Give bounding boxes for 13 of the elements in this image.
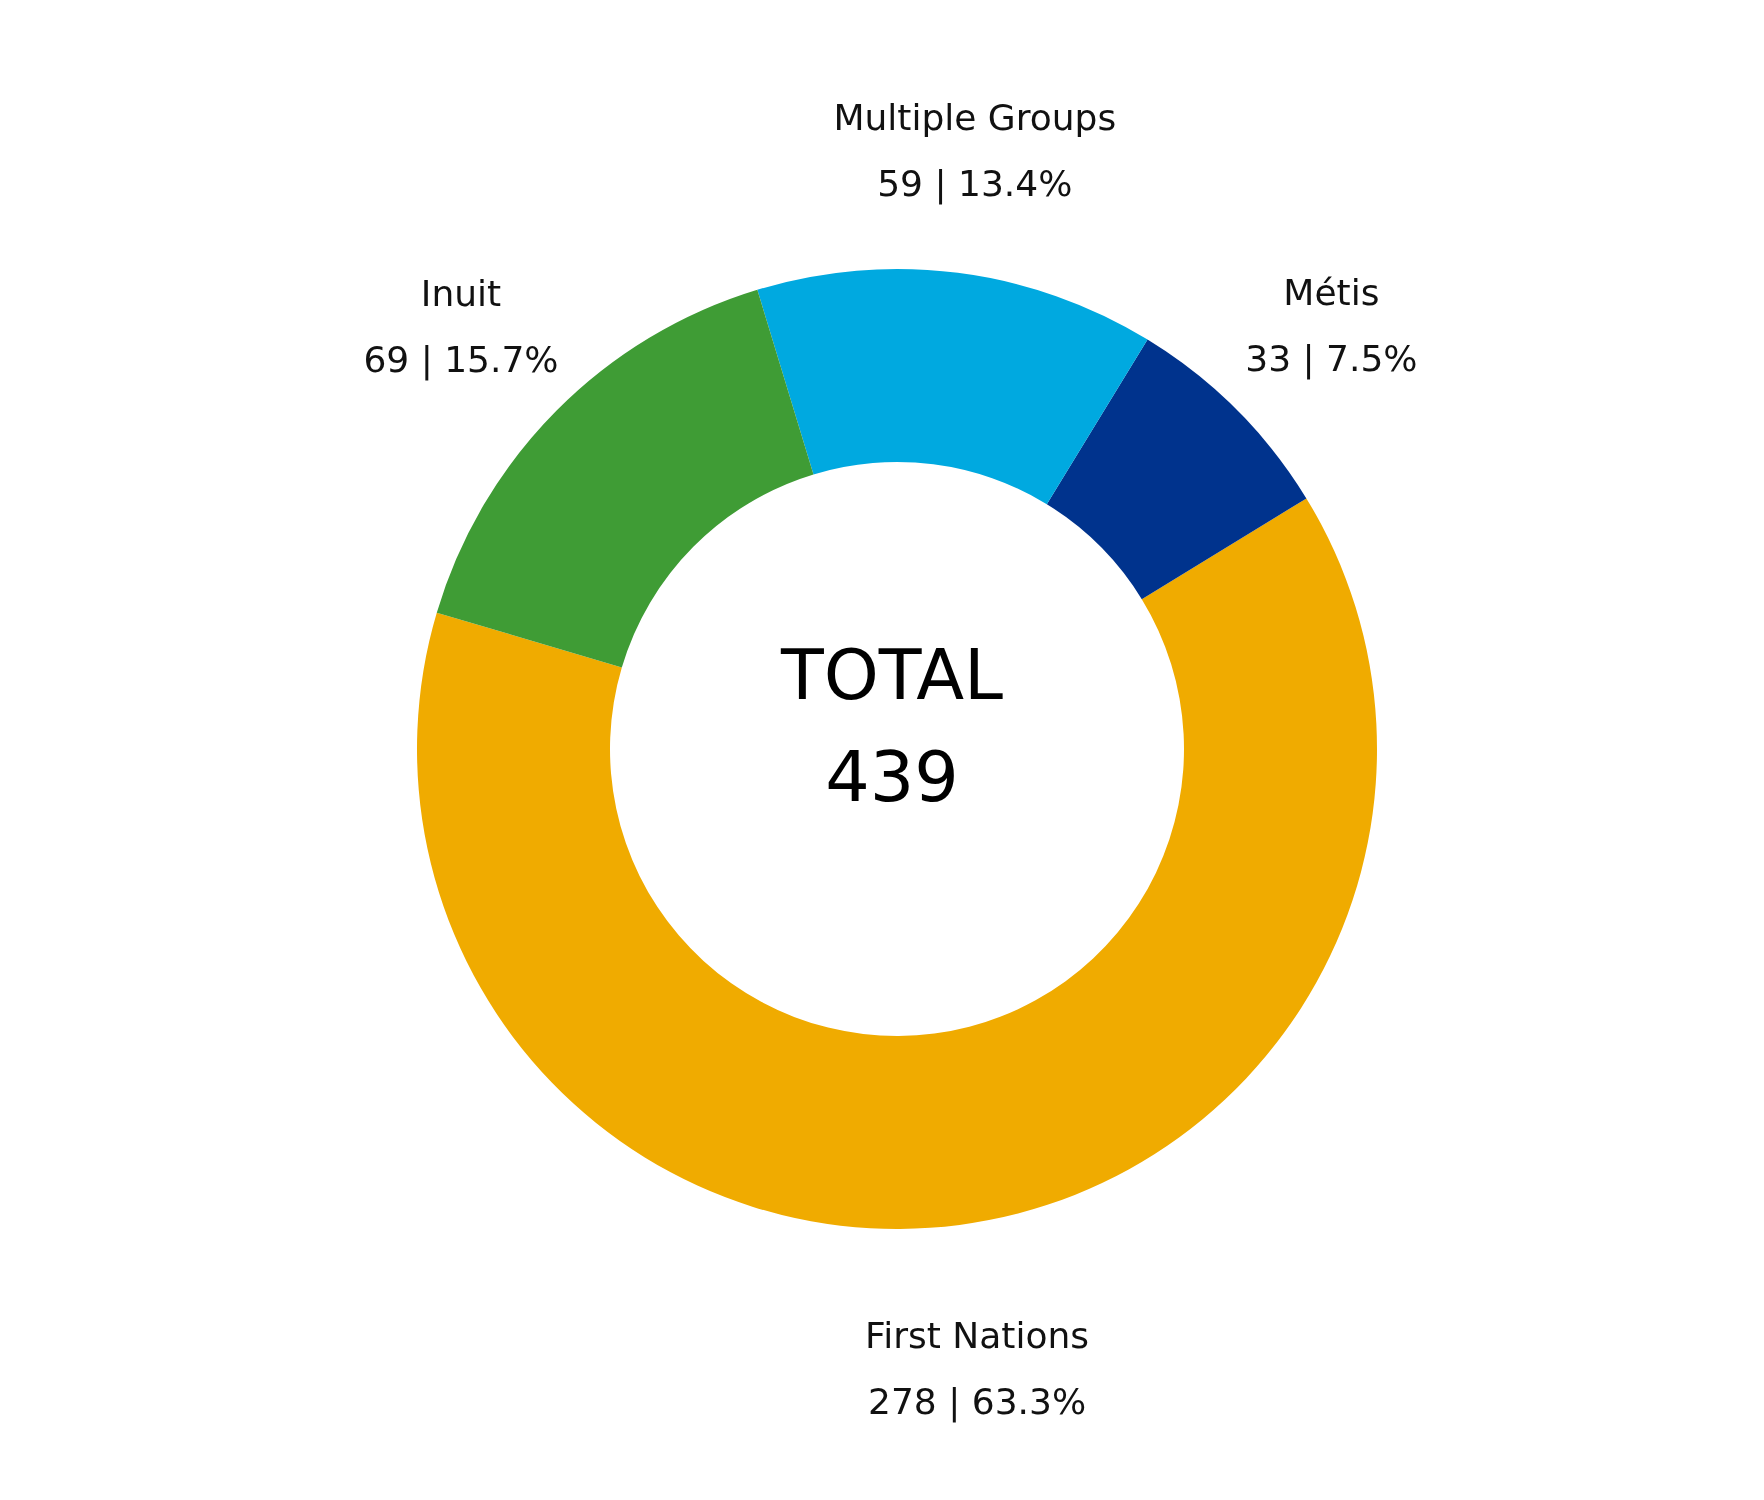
- data-label: 33 | 7.5%: [1245, 337, 1418, 380]
- text: 439: [824, 735, 960, 820]
- donut-slice: [757, 269, 1148, 505]
- slice-label: Inuit: [420, 273, 502, 315]
- data-label: 59 | 13.4%: [877, 162, 1073, 205]
- slice-label: First Nations: [865, 1315, 1090, 1357]
- donut-slice: [417, 498, 1377, 1229]
- data-label: 278 | 63.3%: [868, 1381, 1087, 1424]
- slice-label: Multiple Groups: [833, 96, 1117, 138]
- donut-slice: [1046, 339, 1307, 600]
- slice-label: Métis: [1283, 271, 1380, 313]
- data-label: 69 | 15.7%: [363, 339, 559, 382]
- text: TOTAL: [779, 633, 1005, 718]
